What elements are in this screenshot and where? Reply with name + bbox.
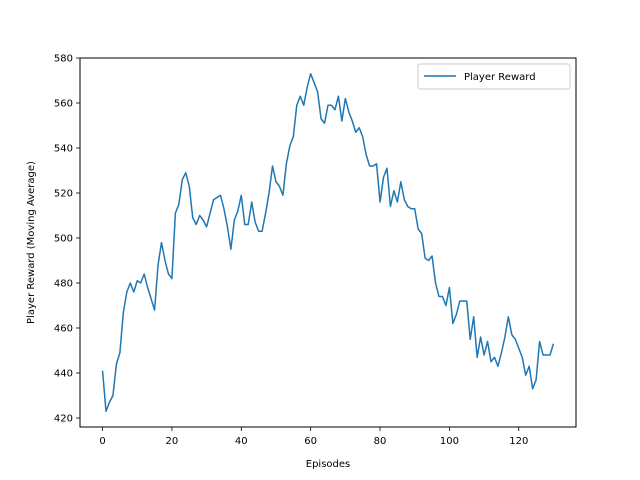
x-tick-label: 20 [166,436,179,447]
y-axis-ticks: 420 440 460 480 500 520 540 560 580 [54,54,80,425]
y-tick-label: 420 [54,414,73,425]
x-tick-label: 60 [304,436,317,447]
x-axis-label: Episodes [306,459,350,470]
x-tick-label: 40 [235,436,248,447]
y-tick-label: 520 [54,189,73,200]
x-tick-label: 100 [440,436,459,447]
x-axis-ticks: 0 20 40 60 80 100 120 [99,427,528,447]
y-tick-label: 500 [54,234,73,245]
y-tick-label: 440 [54,369,73,380]
x-tick-label: 80 [374,436,387,447]
x-tick-label: 0 [99,436,105,447]
y-axis-label: Player Reward (Moving Average) [26,161,37,324]
y-tick-label: 480 [54,279,73,290]
y-tick-label: 580 [54,54,73,65]
series-line-0 [101,73,555,412]
legend-label: Player Reward [464,72,536,83]
plot-frame [79,57,577,428]
plot-marks [101,73,555,412]
legend: Player Reward [417,63,571,90]
legend-box [417,63,571,90]
y-tick-label: 540 [54,144,73,155]
y-tick-label: 560 [54,99,73,110]
y-tick-label: 460 [54,324,73,335]
x-tick-label: 120 [509,436,528,447]
